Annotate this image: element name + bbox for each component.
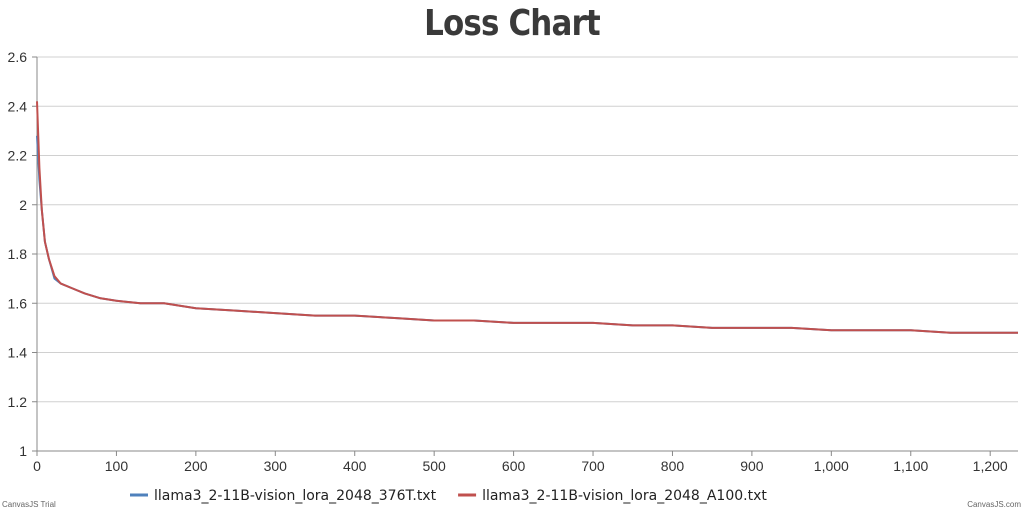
plot-area <box>36 101 1018 334</box>
x-tick-label: 600 <box>502 458 526 474</box>
y-tick-label: 2.6 <box>8 49 28 65</box>
legend-label-1[interactable]: llama3_2-11B-vision_lora_2048_376T.txt <box>154 488 437 504</box>
y-tick-label: 1.8 <box>8 246 28 262</box>
x-tick-label: 800 <box>661 458 685 474</box>
y-axis-ticks: 1 1.2 1.4 1.6 1.8 2 2.2 2.4 2.6 <box>8 49 37 459</box>
x-tick-label: 500 <box>422 458 446 474</box>
chart-title: Loss Chart <box>424 3 601 44</box>
x-axis-ticks: 0 100 200 300 400 500 600 700 800 900 1,000 1,100 1,… <box>33 451 1008 474</box>
legend-label-2[interactable]: llama3_2-11B-vision_lora_2048_A100.txt <box>482 488 767 504</box>
x-tick-label: 0 <box>33 458 41 474</box>
x-tick-label: 200 <box>184 458 208 474</box>
y-tick-label: 2 <box>19 197 27 213</box>
x-tick-label: 1,100 <box>893 458 928 474</box>
x-tick-label: 700 <box>581 458 605 474</box>
y-tick-label: 1.6 <box>8 295 28 311</box>
credit-left: CanvasJS Trial <box>2 500 56 509</box>
x-tick-label: 1,000 <box>814 458 849 474</box>
credit-right[interactable]: CanvasJS.com <box>967 500 1021 509</box>
series-line-2 <box>36 101 1018 334</box>
grid-lines <box>37 56 1018 403</box>
x-tick-label: 1,200 <box>973 458 1008 474</box>
y-tick-label: 2.4 <box>8 98 28 114</box>
x-tick-label: 900 <box>740 458 764 474</box>
x-tick-label: 400 <box>343 458 367 474</box>
x-tick-label: 300 <box>264 458 288 474</box>
y-tick-label: 1 <box>19 443 27 459</box>
y-tick-label: 1.4 <box>8 345 28 361</box>
x-tick-label: 100 <box>105 458 129 474</box>
legend[interactable]: llama3_2-11B-vision_lora_2048_376T.txt ll… <box>130 488 767 504</box>
y-tick-label: 1.2 <box>8 394 28 410</box>
y-tick-label: 2.2 <box>8 148 28 164</box>
